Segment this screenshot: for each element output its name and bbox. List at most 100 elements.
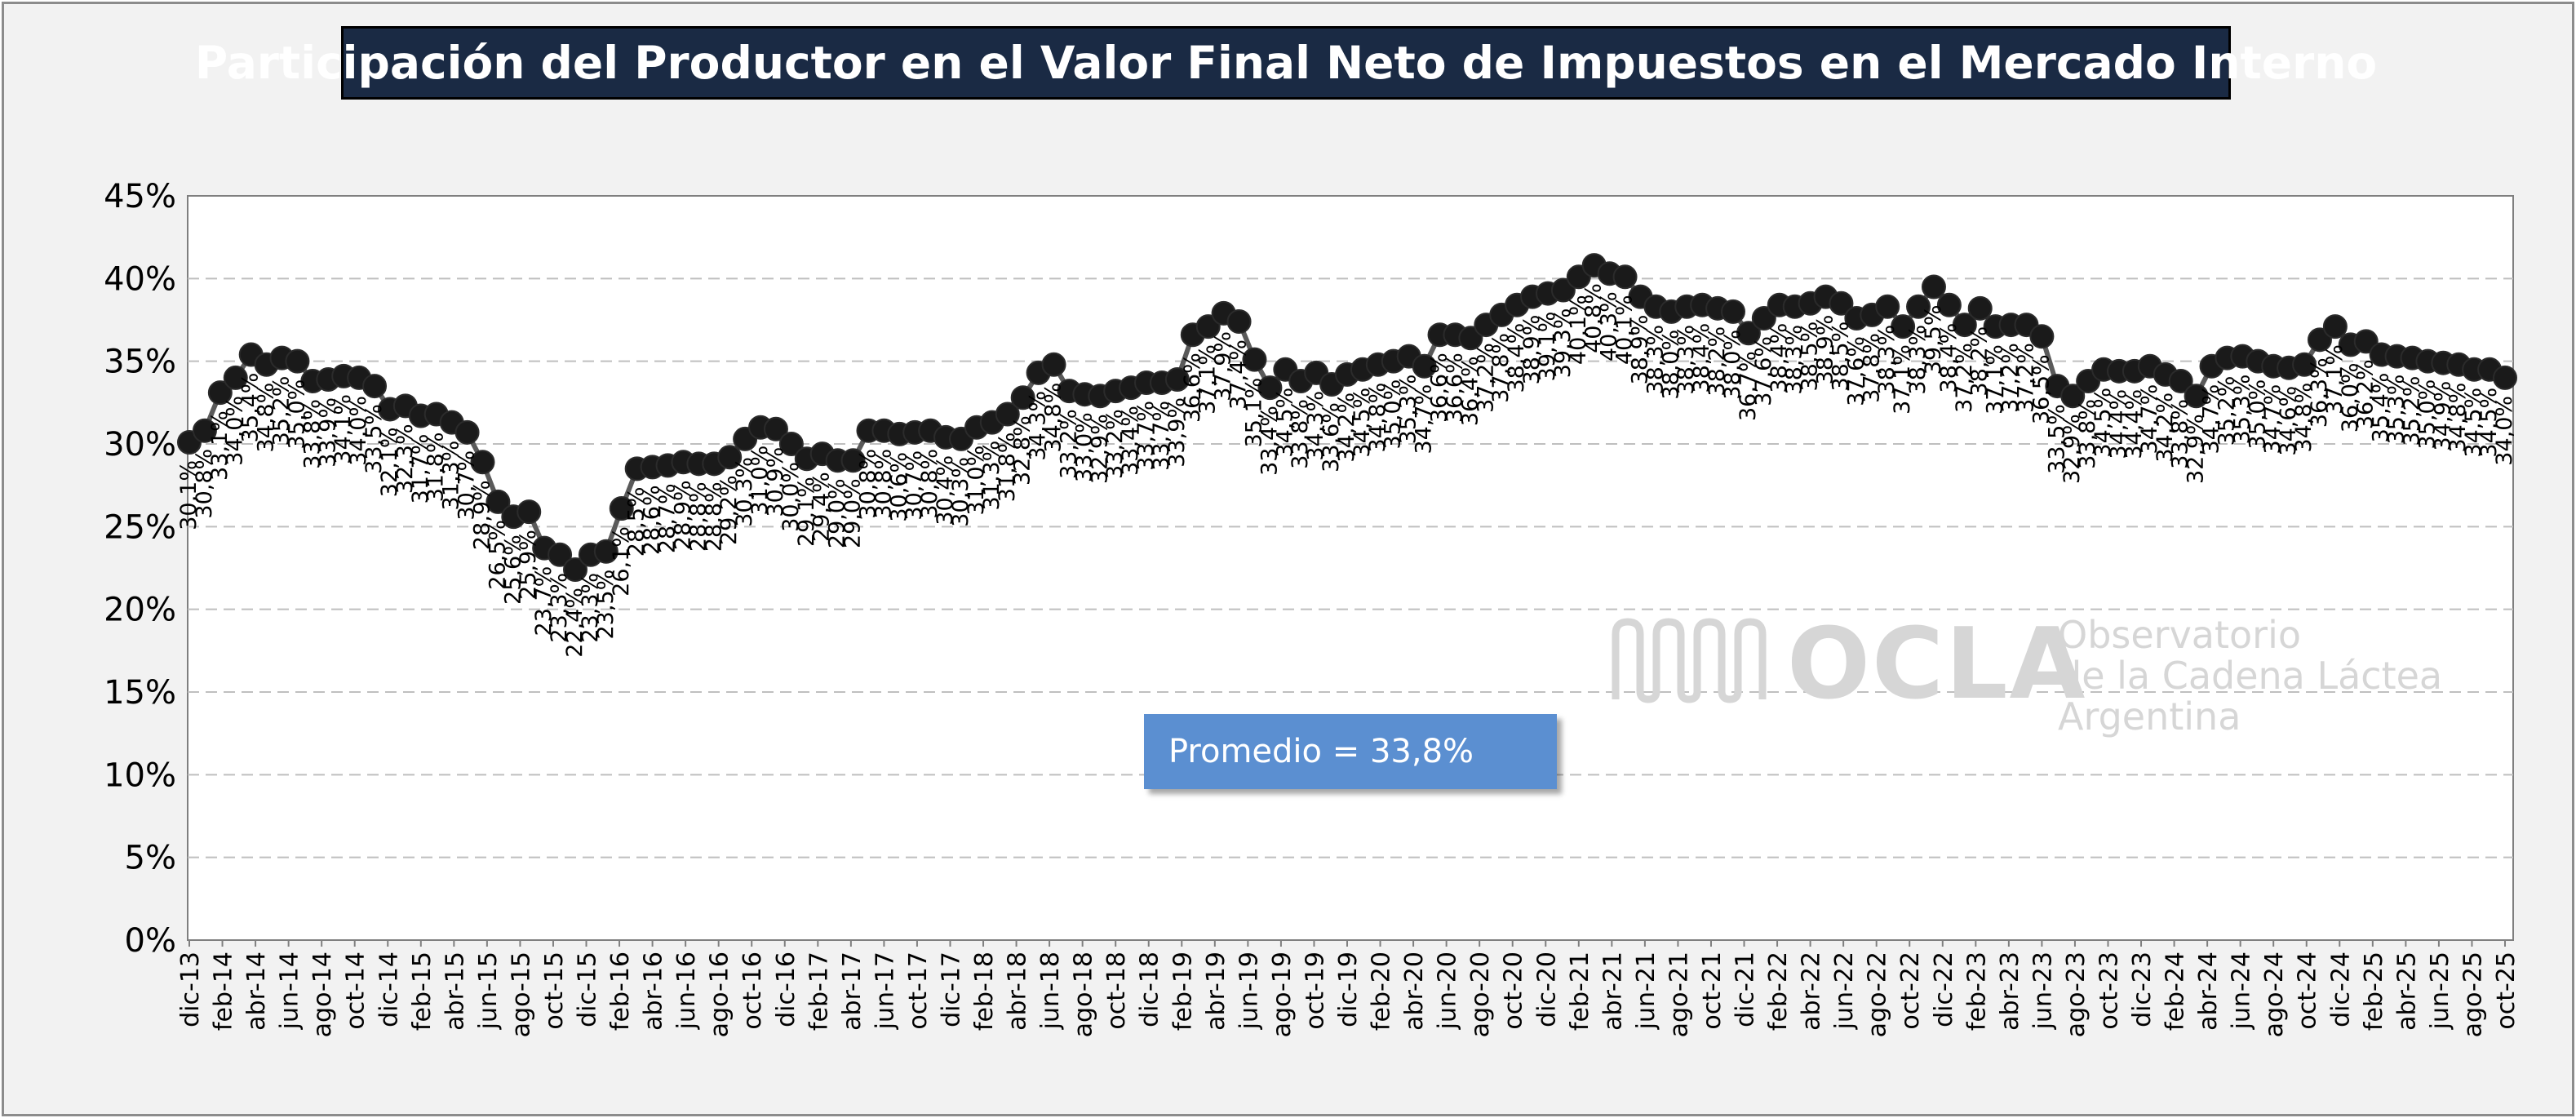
data-label: 31,0% <box>964 446 989 516</box>
x-tick-label: dic-13 <box>176 952 205 1027</box>
data-label: 38,3% <box>1643 325 1668 395</box>
data-label: 32,3% <box>392 424 418 494</box>
data-label: 34,3% <box>1026 391 1051 461</box>
data-label: 23,5% <box>593 570 619 640</box>
data-label: 34,2% <box>1334 393 1359 463</box>
data-label: 29,4% <box>809 472 835 542</box>
x-tick-label: ago-21 <box>1665 952 1693 1037</box>
x-tick-label: abr-19 <box>1202 952 1230 1031</box>
data-label: 35,2% <box>2214 376 2239 446</box>
data-label: 35,3% <box>2229 375 2255 445</box>
y-tick-label: 35% <box>104 344 176 381</box>
x-tick-label: ago-18 <box>1070 952 1098 1037</box>
x-tick-label: jun-19 <box>1235 952 1263 1030</box>
data-point <box>778 432 804 456</box>
data-label: 28,6% <box>640 485 665 555</box>
data-label: 40,1% <box>1566 295 1591 365</box>
x-tick-label: feb-23 <box>1962 952 1991 1031</box>
data-label: 34,5% <box>2476 388 2502 458</box>
data-point <box>1921 274 1946 299</box>
data-point <box>1010 385 1035 410</box>
average-annotation: Promedio = 33,8% <box>1144 714 1557 789</box>
data-point <box>454 419 480 445</box>
data-point <box>1936 292 1962 317</box>
data-label: 30,3% <box>732 457 757 527</box>
data-label: 34,4% <box>2106 389 2131 459</box>
data-label: 30,7% <box>454 450 480 521</box>
data-label: 28,8% <box>701 481 726 552</box>
x-tick-label: dic-24 <box>2326 952 2355 1027</box>
x-tick-label: jun-15 <box>474 952 503 1030</box>
x-tick-label: ago-15 <box>507 952 535 1037</box>
data-label: 23,3% <box>547 573 572 643</box>
x-tick-label: oct-23 <box>2095 952 2123 1030</box>
data-label: 35,3% <box>1396 375 1421 445</box>
data-point <box>1458 326 1483 351</box>
data-label: 38,3% <box>1674 325 1699 395</box>
ocla-logo: OCLA Observatorio de la Cadena Láctea Ar… <box>1607 608 2442 739</box>
data-label: 30,8% <box>871 449 896 519</box>
data-label: 37,2% <box>1952 343 1977 413</box>
data-label: 25,9% <box>516 530 541 600</box>
data-label: 34,8% <box>2291 383 2317 453</box>
data-label: 30,1% <box>176 460 202 530</box>
data-point <box>192 418 217 443</box>
data-point <box>2168 368 2193 393</box>
data-label: 31,3% <box>439 441 464 511</box>
data-point <box>1721 299 1745 324</box>
data-label: 37,2% <box>1473 343 1498 413</box>
data-point <box>1952 313 1977 338</box>
data-label: 29,0% <box>840 478 866 548</box>
x-tick-label: oct-25 <box>2492 952 2521 1030</box>
data-point <box>517 499 542 525</box>
data-point <box>1226 309 1252 335</box>
x-tick-label: jun-14 <box>276 952 304 1030</box>
data-point <box>563 557 587 583</box>
x-tick-label: dic-19 <box>1334 952 1363 1027</box>
x-tick-label: feb-15 <box>408 952 437 1031</box>
x-tick-label: oct-16 <box>738 952 767 1030</box>
data-label: 33,8% <box>1288 399 1313 469</box>
data-label: 33,7% <box>1133 401 1159 471</box>
data-label: 34,6% <box>2276 386 2301 456</box>
ocla-wave-icon <box>1612 618 1767 703</box>
data-point <box>470 450 495 475</box>
data-label: 37,6% <box>1843 336 1869 406</box>
data-label: 30,8% <box>192 449 217 519</box>
x-tick-label: jun-23 <box>2028 952 2057 1030</box>
x-tick-label: jun-21 <box>1632 952 1660 1030</box>
data-label: 36,0% <box>2338 362 2363 433</box>
y-tick-label: 45% <box>104 178 176 215</box>
x-tick-label: feb-16 <box>606 952 635 1031</box>
x-tick-label: ago-16 <box>706 952 734 1037</box>
x-tick-label: oct-20 <box>1500 952 1528 1030</box>
data-point <box>362 374 388 399</box>
chart-title-box: Participación del Productor en el Valor … <box>195 26 2377 100</box>
data-label: 34,0% <box>223 396 248 466</box>
data-labels: 30,1%30,8%33,1%34,0%35,4%34,8%35,2%35,0%… <box>176 283 2517 658</box>
x-tick-label: dic-23 <box>2128 952 2157 1027</box>
data-label: 37,1% <box>1983 344 2008 415</box>
data-point <box>2292 352 2317 377</box>
data-point <box>1412 353 1437 379</box>
data-point <box>207 380 233 406</box>
x-tick-label: feb-22 <box>1764 952 1793 1031</box>
x-tick-label: feb-24 <box>2161 952 2190 1031</box>
data-label: 38,4% <box>1504 323 1529 393</box>
data-label: 37,8% <box>1488 333 1514 403</box>
data-label: 34,8% <box>254 383 279 453</box>
data-label: 38,4% <box>1689 323 1714 393</box>
data-label: 34,2% <box>2153 393 2178 463</box>
x-tick-label: oct-14 <box>342 952 370 1030</box>
y-tick-label: 25% <box>104 508 176 546</box>
data-label: 39,5% <box>1921 304 1946 375</box>
data-point <box>1164 366 1190 392</box>
x-tick-label: oct-22 <box>1896 952 1925 1030</box>
data-label: 37,1% <box>2322 344 2348 415</box>
data-point <box>593 539 619 564</box>
data-label: 35,1% <box>1241 378 1266 448</box>
data-label: 34,0% <box>346 396 371 466</box>
data-label: 35,4% <box>2369 373 2394 443</box>
data-label: 38,2% <box>1967 326 1993 397</box>
data-label: 29,0% <box>825 478 850 548</box>
